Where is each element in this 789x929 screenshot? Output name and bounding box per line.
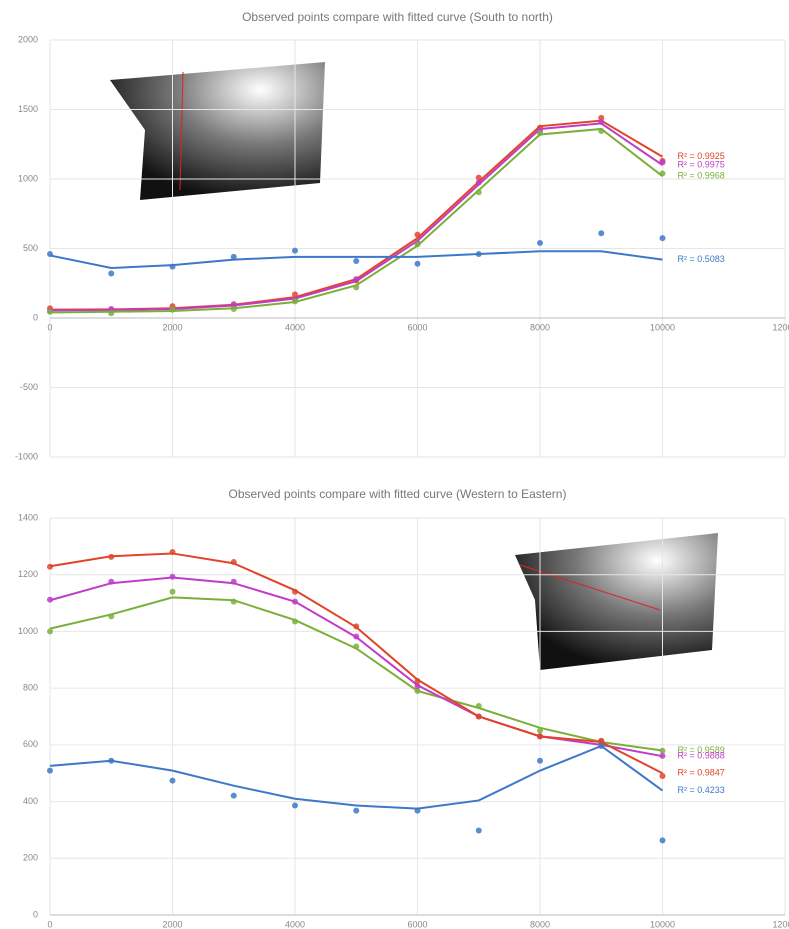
chart-title: Observed points compare with fitted curv… xyxy=(229,487,567,501)
r2-annotation: R² = 0.9968 xyxy=(678,171,725,181)
y-tick-label: 200 xyxy=(23,853,38,863)
r2-annotation: R² = 0.5083 xyxy=(678,254,725,264)
page: Observed points compare with fitted curv… xyxy=(0,0,789,929)
data-point xyxy=(47,628,53,634)
data-point xyxy=(353,808,359,814)
data-point xyxy=(170,778,176,784)
data-point xyxy=(415,261,421,267)
data-point xyxy=(598,230,604,236)
x-tick-label: 10000 xyxy=(650,919,675,929)
y-tick-label: 1000 xyxy=(18,626,38,636)
data-point xyxy=(537,758,543,764)
y-tick-label: 800 xyxy=(23,683,38,693)
r2-annotation: R² = 0.9888 xyxy=(678,751,725,761)
data-point xyxy=(660,235,666,241)
inset-image-bottom xyxy=(515,533,718,670)
data-point xyxy=(537,240,543,246)
y-tick-label: -500 xyxy=(20,382,38,392)
x-tick-label: 2000 xyxy=(162,919,182,929)
y-tick-label: 0 xyxy=(33,312,38,322)
fit-curve xyxy=(50,129,663,312)
y-tick-label: 1500 xyxy=(18,104,38,114)
x-tick-label: 2000 xyxy=(162,322,182,332)
data-point xyxy=(231,793,237,799)
y-tick-label: 0 xyxy=(33,909,38,919)
x-tick-label: 6000 xyxy=(407,322,427,332)
r2-annotation: R² = 0.4233 xyxy=(678,785,725,795)
x-tick-label: 12000 xyxy=(772,322,789,332)
x-tick-label: 0 xyxy=(47,322,52,332)
r2-annotation: R² = 0.9847 xyxy=(678,768,725,778)
y-tick-label: 1000 xyxy=(18,173,38,183)
data-point xyxy=(108,271,114,277)
data-point xyxy=(660,837,666,843)
data-point xyxy=(660,773,666,779)
data-point xyxy=(47,768,53,774)
fit-curve xyxy=(50,746,663,809)
data-point xyxy=(170,589,176,595)
y-tick-label: 2000 xyxy=(18,34,38,44)
x-tick-label: 4000 xyxy=(285,919,305,929)
data-point xyxy=(353,258,359,264)
y-tick-label: 400 xyxy=(23,796,38,806)
x-tick-label: 10000 xyxy=(650,322,675,332)
y-tick-label: 600 xyxy=(23,739,38,749)
x-tick-label: 4000 xyxy=(285,322,305,332)
y-tick-label: 500 xyxy=(23,243,38,253)
x-tick-label: 6000 xyxy=(407,919,427,929)
data-point xyxy=(476,827,482,833)
chart-title: Observed points compare with fitted curv… xyxy=(242,10,553,24)
x-tick-label: 0 xyxy=(47,919,52,929)
r2-annotation: R² = 0.9975 xyxy=(678,159,725,169)
y-tick-label: -1000 xyxy=(15,451,38,461)
data-point xyxy=(292,803,298,809)
y-tick-label: 1200 xyxy=(18,569,38,579)
x-tick-label: 12000 xyxy=(772,919,789,929)
x-tick-label: 8000 xyxy=(530,322,550,332)
x-tick-label: 8000 xyxy=(530,919,550,929)
data-point xyxy=(292,248,298,254)
y-tick-label: 1400 xyxy=(18,512,38,522)
